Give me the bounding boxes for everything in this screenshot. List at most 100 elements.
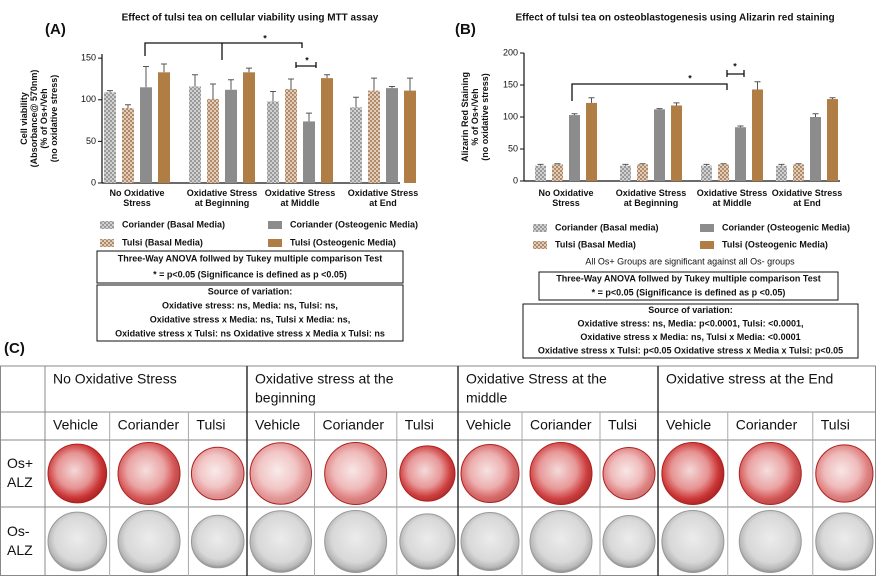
- y-axis-label: Cell viability(Absorbance@ 570nm)(% of O…: [19, 70, 59, 168]
- y-axis-label-line: Alizarin Red Staining: [460, 72, 470, 162]
- bar: [285, 88, 297, 183]
- column-header: Vehicle: [255, 417, 300, 433]
- bar: [620, 165, 631, 181]
- y-axis-label-line: (Absorbance@ 570nm): [29, 70, 39, 168]
- well-image: [815, 444, 874, 503]
- error-bar: [588, 97, 595, 103]
- well-image: [324, 510, 388, 573]
- error-bar: [554, 163, 561, 165]
- bracket: [571, 83, 728, 101]
- legend-swatch: [700, 241, 714, 249]
- bar: [158, 72, 170, 183]
- bar: [810, 117, 821, 181]
- error-bar: [125, 104, 131, 109]
- bar: [569, 115, 580, 181]
- source-box: [96, 284, 404, 342]
- x-tick-label-line: Oxidative Stress: [348, 188, 419, 198]
- error-bar: [246, 67, 252, 73]
- significance-star: *: [305, 55, 309, 65]
- error-bar: [143, 65, 149, 88]
- well-image: [529, 510, 593, 573]
- row-header: Os+: [7, 455, 33, 471]
- well-image: [249, 442, 313, 505]
- x-tick-label-line: No Oxidative: [538, 188, 593, 198]
- legend-label: Coriander (Basal media): [555, 222, 659, 232]
- y-axis-label: Alizarin Red Staining% of Os+/Veh(no oxi…: [460, 72, 490, 162]
- error-bar: [270, 90, 276, 102]
- column-header: Vehicle: [666, 417, 711, 433]
- error-bar: [571, 113, 578, 116]
- group-header: beginning: [255, 390, 316, 406]
- error-bar: [353, 96, 359, 108]
- well-image: [602, 447, 656, 500]
- stats-text: Three-Way ANOVA follwed by Tukey multipl…: [556, 273, 821, 283]
- legend-label: Tulsi (Basal Media): [122, 237, 203, 247]
- bracket: [144, 42, 303, 60]
- y-tick-label: 100: [81, 94, 96, 104]
- source-text: Oxidative stress: ns, Media: ns, Tulsi: …: [162, 300, 338, 310]
- group-header: Oxidative stress at the: [255, 371, 394, 387]
- error-bar: [324, 74, 330, 79]
- well-image: [602, 515, 656, 568]
- bar: [189, 86, 201, 183]
- x-tick-label-line: Oxidative Stress: [616, 188, 687, 198]
- error-bar: [537, 163, 544, 166]
- y-tick-label: 0: [91, 177, 96, 187]
- column-header: Tulsi: [821, 417, 850, 433]
- bar: [752, 89, 763, 181]
- error-bar: [288, 78, 294, 89]
- significance-brackets: [144, 42, 745, 101]
- error-bar: [829, 97, 836, 100]
- error-bar: [622, 163, 629, 166]
- legend-label: Tulsi (Basal Media): [555, 239, 636, 249]
- well-image: [190, 514, 245, 569]
- column-header: Vehicle: [53, 417, 98, 433]
- legend-label: Coriander (Basal Media): [122, 219, 225, 229]
- error-bar: [778, 163, 785, 166]
- bar: [243, 72, 255, 183]
- error-bar: [371, 77, 377, 91]
- panel-label: (B): [455, 21, 476, 38]
- y-tick-label: 50: [508, 143, 518, 153]
- x-tick-label: Oxidative Stress at End: [772, 188, 843, 208]
- legend-swatch: [533, 224, 547, 232]
- bar: [321, 78, 333, 183]
- column-header: Tulsi: [196, 417, 225, 433]
- column-header: Coriander: [530, 417, 592, 433]
- x-tick-label-line: Oxidative Stress: [265, 188, 336, 198]
- bar: [671, 105, 682, 181]
- source-text: Oxidative stress x Tulsi: ns Oxidative s…: [115, 328, 385, 338]
- x-tick-label: Oxidative Stress at Middle: [697, 188, 768, 208]
- group-header: middle: [466, 390, 507, 406]
- error-bar: [228, 79, 234, 90]
- stats-text: * = p<0.05 (Significance is defined as p…: [592, 287, 786, 297]
- panel-label: (C): [4, 340, 25, 357]
- legend-label: Tulsi (Osteogenic Media): [722, 239, 828, 249]
- legend-swatch: [700, 224, 714, 232]
- bar: [207, 98, 219, 183]
- legend-swatch: [533, 241, 547, 249]
- bracket: [295, 62, 317, 68]
- bar: [225, 89, 237, 183]
- y-axis-label-line: Cell viability: [19, 92, 29, 145]
- column-header: Coriander: [736, 417, 798, 433]
- bar: [552, 164, 563, 181]
- bar: [776, 165, 787, 181]
- significance-star: *: [688, 73, 692, 83]
- row-header: ALZ: [7, 542, 33, 558]
- y-tick-label: 200: [503, 47, 518, 57]
- well-image: [324, 442, 388, 505]
- legend-swatch: [268, 221, 282, 229]
- row-header: ALZ: [7, 474, 33, 490]
- y-tick-label: 150: [503, 79, 518, 89]
- x-tick-label: Oxidative Stress at End: [348, 188, 419, 208]
- error-bar: [639, 163, 646, 165]
- x-tick-label-line: Stress: [552, 198, 580, 208]
- error-bar: [754, 81, 761, 90]
- y-tick-label: 50: [86, 136, 96, 146]
- bar: [701, 165, 712, 181]
- well-image: [738, 510, 802, 573]
- source-box: [522, 303, 859, 359]
- bar: [535, 165, 546, 181]
